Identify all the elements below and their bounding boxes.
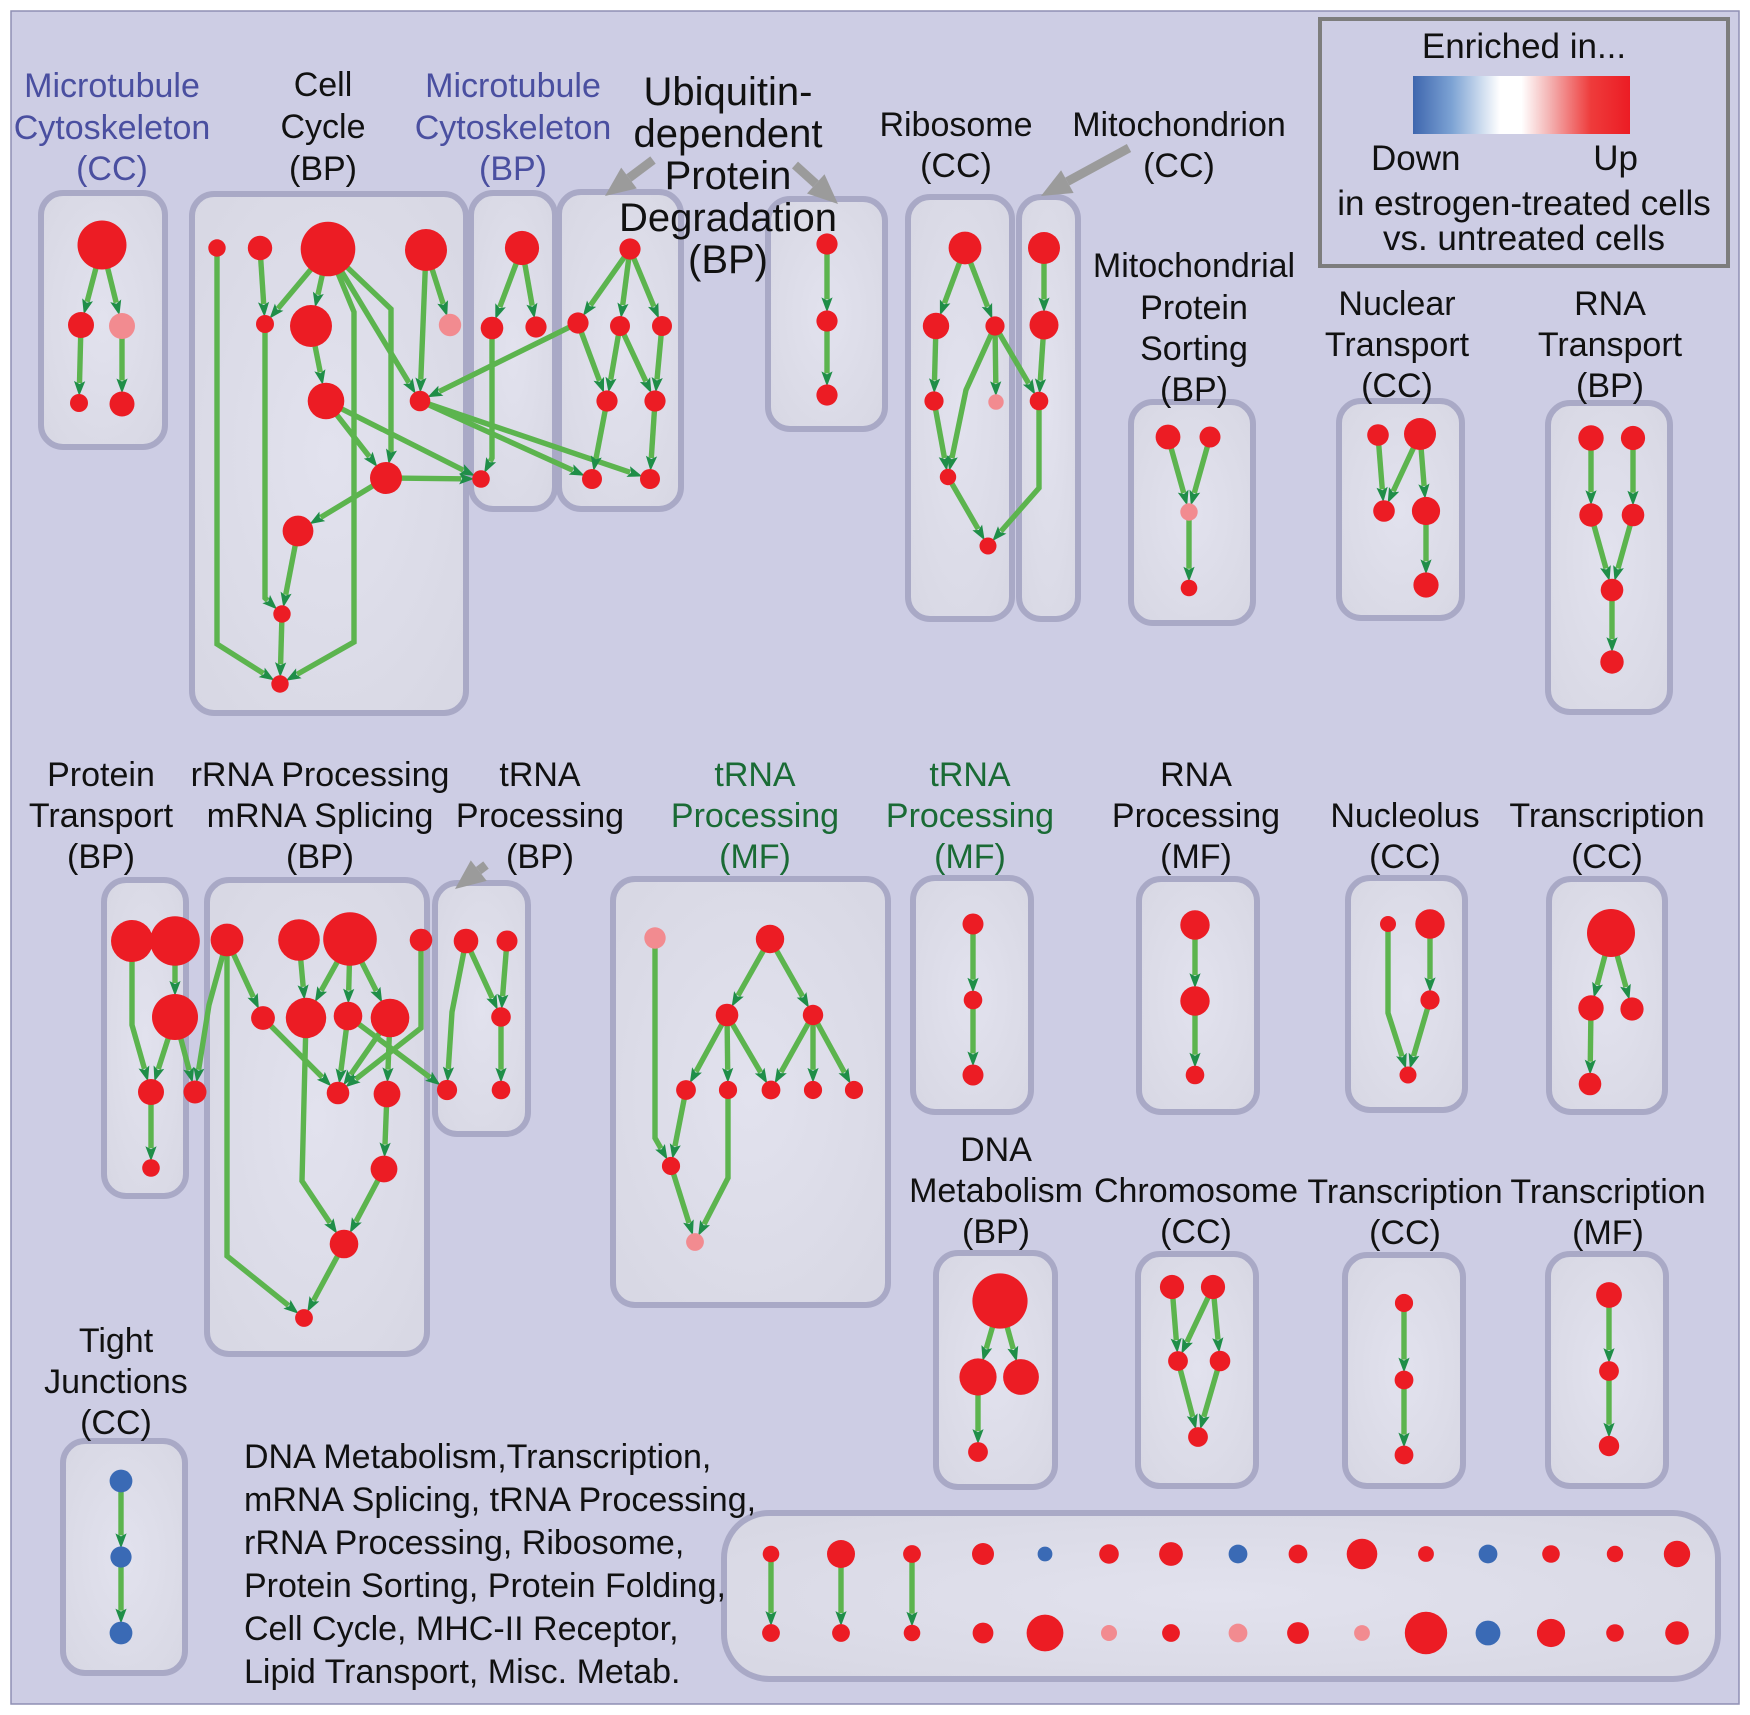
svg-text:Processing: Processing bbox=[886, 797, 1054, 835]
svg-text:(BP): (BP) bbox=[67, 838, 135, 876]
svg-text:Transport: Transport bbox=[1325, 326, 1470, 364]
svg-text:(MF): (MF) bbox=[934, 838, 1006, 876]
svg-text:(BP): (BP) bbox=[289, 150, 357, 188]
svg-text:Mitochondrion: Mitochondrion bbox=[1072, 106, 1286, 144]
svg-text:mRNA Splicing, tRNA Processing: mRNA Splicing, tRNA Processing, bbox=[244, 1481, 756, 1519]
svg-text:mRNA Splicing: mRNA Splicing bbox=[207, 797, 434, 835]
svg-text:Tight: Tight bbox=[79, 1322, 154, 1360]
svg-text:Lipid Transport, Misc. Metab.: Lipid Transport, Misc. Metab. bbox=[244, 1653, 681, 1691]
svg-text:Protein: Protein bbox=[1140, 289, 1248, 327]
svg-text:(BP): (BP) bbox=[506, 838, 574, 876]
svg-text:Junctions: Junctions bbox=[44, 1363, 188, 1401]
svg-text:(CC): (CC) bbox=[76, 150, 148, 188]
svg-text:vs. untreated cells: vs. untreated cells bbox=[1383, 219, 1665, 258]
svg-text:rRNA Processing: rRNA Processing bbox=[191, 756, 450, 794]
svg-text:tRNA: tRNA bbox=[499, 756, 581, 794]
svg-text:Transport: Transport bbox=[29, 797, 174, 835]
svg-text:Down: Down bbox=[1371, 139, 1460, 178]
svg-text:Metabolism: Metabolism bbox=[909, 1172, 1083, 1210]
svg-text:DNA Metabolism,Transcription,: DNA Metabolism,Transcription, bbox=[244, 1438, 711, 1476]
svg-text:Up: Up bbox=[1593, 139, 1638, 178]
svg-text:(BP): (BP) bbox=[1160, 371, 1228, 409]
svg-text:Cell Cycle, MHC-II Receptor,: Cell Cycle, MHC-II Receptor, bbox=[244, 1610, 679, 1648]
svg-text:(CC): (CC) bbox=[1143, 147, 1215, 185]
svg-text:Sorting: Sorting bbox=[1140, 330, 1248, 368]
svg-text:Processing: Processing bbox=[456, 797, 624, 835]
svg-text:Microtubule: Microtubule bbox=[24, 67, 200, 105]
svg-text:(BP): (BP) bbox=[1576, 367, 1644, 405]
svg-text:dependent: dependent bbox=[633, 112, 822, 156]
svg-text:Mitochondrial: Mitochondrial bbox=[1093, 247, 1295, 285]
svg-text:RNA: RNA bbox=[1574, 285, 1646, 323]
svg-text:(BP): (BP) bbox=[962, 1213, 1030, 1251]
svg-text:Degradation: Degradation bbox=[619, 196, 837, 240]
svg-text:in estrogen-treated cells: in estrogen-treated cells bbox=[1337, 184, 1711, 223]
svg-text:(MF): (MF) bbox=[719, 838, 791, 876]
svg-text:(BP): (BP) bbox=[479, 150, 547, 188]
svg-text:Processing: Processing bbox=[1112, 797, 1280, 835]
svg-text:(MF): (MF) bbox=[1572, 1214, 1644, 1252]
svg-text:Cycle: Cycle bbox=[280, 108, 365, 146]
svg-text:tRNA: tRNA bbox=[714, 756, 796, 794]
svg-text:Protein: Protein bbox=[47, 756, 155, 794]
svg-text:Cytoskeleton: Cytoskeleton bbox=[415, 109, 612, 147]
svg-text:Transcription: Transcription bbox=[1510, 1173, 1705, 1211]
svg-text:(MF): (MF) bbox=[1160, 838, 1232, 876]
svg-text:DNA: DNA bbox=[960, 1131, 1032, 1169]
svg-text:rRNA Processing, Ribosome,: rRNA Processing, Ribosome, bbox=[244, 1524, 684, 1562]
svg-text:Enriched in...: Enriched in... bbox=[1422, 27, 1626, 66]
svg-text:(CC): (CC) bbox=[1361, 367, 1433, 405]
svg-text:(BP): (BP) bbox=[286, 838, 354, 876]
svg-text:Protein Sorting, Protein Foldi: Protein Sorting, Protein Folding, bbox=[244, 1567, 726, 1605]
svg-text:Ubiquitin-: Ubiquitin- bbox=[644, 70, 813, 114]
svg-text:Nuclear: Nuclear bbox=[1338, 285, 1455, 323]
svg-text:(CC): (CC) bbox=[80, 1404, 152, 1442]
svg-text:Transcription: Transcription bbox=[1509, 797, 1704, 835]
svg-text:Processing: Processing bbox=[671, 797, 839, 835]
svg-text:(CC): (CC) bbox=[1369, 838, 1441, 876]
svg-text:tRNA: tRNA bbox=[929, 756, 1011, 794]
svg-text:Nucleolus: Nucleolus bbox=[1330, 797, 1479, 835]
svg-text:Microtubule: Microtubule bbox=[425, 67, 601, 105]
svg-text:Transport: Transport bbox=[1538, 326, 1683, 364]
svg-text:Transcription: Transcription bbox=[1307, 1173, 1502, 1211]
svg-text:Cell: Cell bbox=[294, 66, 353, 104]
svg-text:(CC): (CC) bbox=[1369, 1214, 1441, 1252]
svg-text:RNA: RNA bbox=[1160, 756, 1232, 794]
svg-text:Ribosome: Ribosome bbox=[879, 106, 1032, 144]
svg-text:Chromosome: Chromosome bbox=[1094, 1172, 1298, 1210]
svg-text:Protein: Protein bbox=[665, 154, 792, 198]
svg-text:(CC): (CC) bbox=[920, 147, 992, 185]
svg-text:(BP): (BP) bbox=[688, 238, 768, 282]
svg-text:Cytoskeleton: Cytoskeleton bbox=[14, 109, 211, 147]
svg-text:(CC): (CC) bbox=[1571, 838, 1643, 876]
svg-text:(CC): (CC) bbox=[1160, 1213, 1232, 1251]
